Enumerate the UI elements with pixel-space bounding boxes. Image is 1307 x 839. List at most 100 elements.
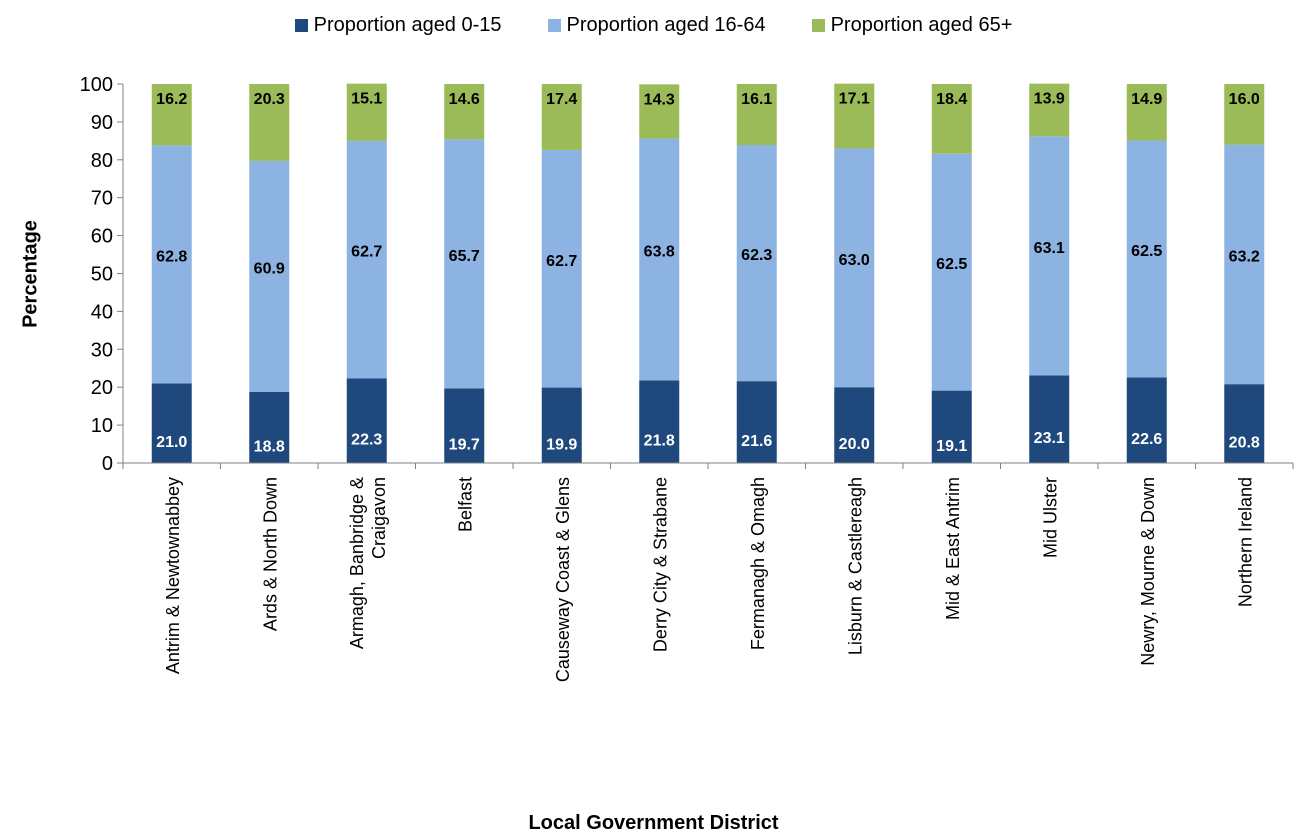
x-tick-label-7-0: Lisburn & Castlereagh — [845, 477, 865, 655]
x-tick-label-8-0: Mid & East Antrim — [943, 477, 963, 620]
y-tick-label-8: 80 — [91, 150, 113, 172]
data-label-1-2: 20.3 — [254, 91, 285, 108]
bar-segment-10-0 — [1126, 377, 1167, 463]
bar-segment-7-1 — [834, 148, 875, 388]
bar-segment-2-0 — [346, 378, 387, 463]
data-label-9-1: 63.1 — [1034, 240, 1065, 257]
data-label-8-2: 18.4 — [936, 91, 967, 108]
x-tick-label-4-0: Causeway Coast & Glens — [553, 477, 573, 682]
data-label-1-0: 18.8 — [254, 438, 285, 455]
bar-segment-0-0 — [151, 383, 192, 463]
data-label-7-1: 63.0 — [839, 252, 870, 269]
y-tick-label-4: 40 — [91, 301, 113, 323]
bar-segment-11-0 — [1224, 384, 1265, 463]
bar-segment-10-1 — [1126, 140, 1167, 378]
bar-segment-6-2 — [736, 84, 777, 146]
bar-segment-11-2 — [1224, 84, 1265, 145]
bar-segment-5-1 — [639, 138, 680, 381]
bar-segment-4-0 — [541, 387, 582, 463]
x-tick-label-11-0: Northern Ireland — [1235, 477, 1255, 607]
bar-segment-4-1 — [541, 149, 582, 388]
x-tick-label-3-0: Belfast — [455, 477, 475, 532]
bar-segment-2-2 — [346, 83, 387, 141]
legend-item-16-64: Proportion aged 16-64 — [547, 14, 766, 37]
data-label-3-1: 65.7 — [449, 248, 480, 265]
y-tick-label-7: 70 — [91, 188, 113, 210]
bar-segment-2-1 — [346, 140, 387, 379]
data-label-10-1: 62.5 — [1131, 243, 1162, 260]
data-label-1-1: 60.9 — [254, 260, 285, 277]
legend-swatch-16-64 — [547, 19, 561, 32]
data-label-0-2: 16.2 — [156, 91, 187, 108]
bar-segment-8-1 — [931, 153, 972, 391]
legend-swatch-65-plus — [811, 19, 825, 32]
data-label-0-1: 62.8 — [156, 248, 187, 265]
data-label-6-1: 62.3 — [741, 247, 772, 264]
y-tick-label-2: 20 — [91, 377, 113, 399]
bar-segment-1-1 — [249, 160, 290, 392]
bar-segment-10-2 — [1126, 84, 1167, 141]
bar-segment-8-2 — [931, 84, 972, 154]
x-tick-label-0-0: Antrim & Newtownabbey — [163, 477, 183, 674]
data-label-4-0: 19.9 — [546, 436, 577, 453]
legend-item-65-plus: Proportion aged 65+ — [811, 14, 1013, 37]
bar-segment-3-2 — [444, 84, 485, 140]
bar-segment-4-2 — [541, 84, 582, 150]
x-tick-label-5-0: Derry City & Strabane — [650, 477, 670, 652]
y-tick-label-0: 0 — [102, 453, 113, 475]
data-label-10-0: 22.6 — [1131, 431, 1162, 448]
x-tick-label-1-0: Ards & North Down — [260, 477, 280, 631]
data-label-11-1: 63.2 — [1229, 248, 1260, 265]
x-tick-label-2-0: Armagh, Banbridge & — [347, 477, 367, 649]
bar-segment-1-2 — [249, 84, 290, 161]
y-tick-label-3: 30 — [91, 339, 113, 361]
bar-segment-9-1 — [1029, 136, 1070, 376]
bar-segment-5-0 — [639, 380, 680, 463]
y-tick-label-9: 90 — [91, 112, 113, 134]
data-label-2-1: 62.7 — [351, 244, 382, 261]
data-label-11-0: 20.8 — [1229, 435, 1260, 452]
data-label-6-0: 21.6 — [741, 433, 772, 450]
y-tick-label-6: 60 — [91, 226, 113, 248]
bar-segment-9-2 — [1029, 83, 1070, 137]
data-label-6-2: 16.1 — [741, 91, 772, 108]
x-tick-label-2-1: Craigavon — [369, 477, 389, 559]
bar-segment-7-2 — [834, 83, 875, 149]
data-label-0-0: 21.0 — [156, 434, 187, 451]
data-label-8-1: 62.5 — [936, 256, 967, 273]
bar-segment-8-0 — [931, 390, 972, 463]
data-label-7-2: 17.1 — [839, 91, 870, 108]
legend-label-0-15: Proportion aged 0-15 — [313, 14, 502, 36]
data-label-10-2: 14.9 — [1131, 91, 1162, 108]
data-label-3-2: 14.6 — [449, 91, 480, 108]
bar-segment-0-2 — [151, 84, 192, 146]
legend-swatch-0-15 — [294, 19, 308, 32]
data-label-4-1: 62.7 — [546, 253, 577, 270]
data-label-3-0: 19.7 — [449, 437, 480, 454]
data-label-8-0: 19.1 — [936, 438, 967, 455]
bar-segment-6-1 — [736, 145, 777, 382]
bar-segment-0-1 — [151, 145, 192, 384]
x-tick-label-10-0: Newry, Mourne & Down — [1138, 477, 1158, 666]
bar-segment-7-0 — [834, 387, 875, 463]
data-label-11-2: 16.0 — [1229, 91, 1260, 108]
legend-item-0-15: Proportion aged 0-15 — [294, 14, 502, 37]
x-tick-label-6-0: Fermanagh & Omagh — [748, 477, 768, 650]
data-label-5-2: 14.3 — [644, 91, 675, 108]
bar-segment-5-2 — [639, 84, 680, 139]
bar-segment-1-0 — [249, 391, 290, 463]
bar-segment-6-0 — [736, 381, 777, 463]
bar-segment-9-0 — [1029, 375, 1070, 463]
chart-legend: Proportion aged 0-15 Proportion aged 16-… — [0, 14, 1307, 37]
data-label-9-2: 13.9 — [1034, 91, 1065, 108]
data-label-2-2: 15.1 — [351, 91, 382, 108]
data-label-7-0: 20.0 — [839, 436, 870, 453]
legend-label-16-64: Proportion aged 16-64 — [566, 14, 766, 36]
y-tick-label-5: 50 — [91, 264, 113, 286]
x-axis-title: Local Government District — [528, 812, 779, 834]
y-tick-label-10: 100 — [80, 74, 113, 96]
bar-segment-3-0 — [444, 388, 485, 463]
legend-label-65-plus: Proportion aged 65+ — [830, 14, 1013, 36]
data-label-4-2: 17.4 — [546, 91, 577, 108]
data-label-9-0: 23.1 — [1034, 430, 1065, 447]
